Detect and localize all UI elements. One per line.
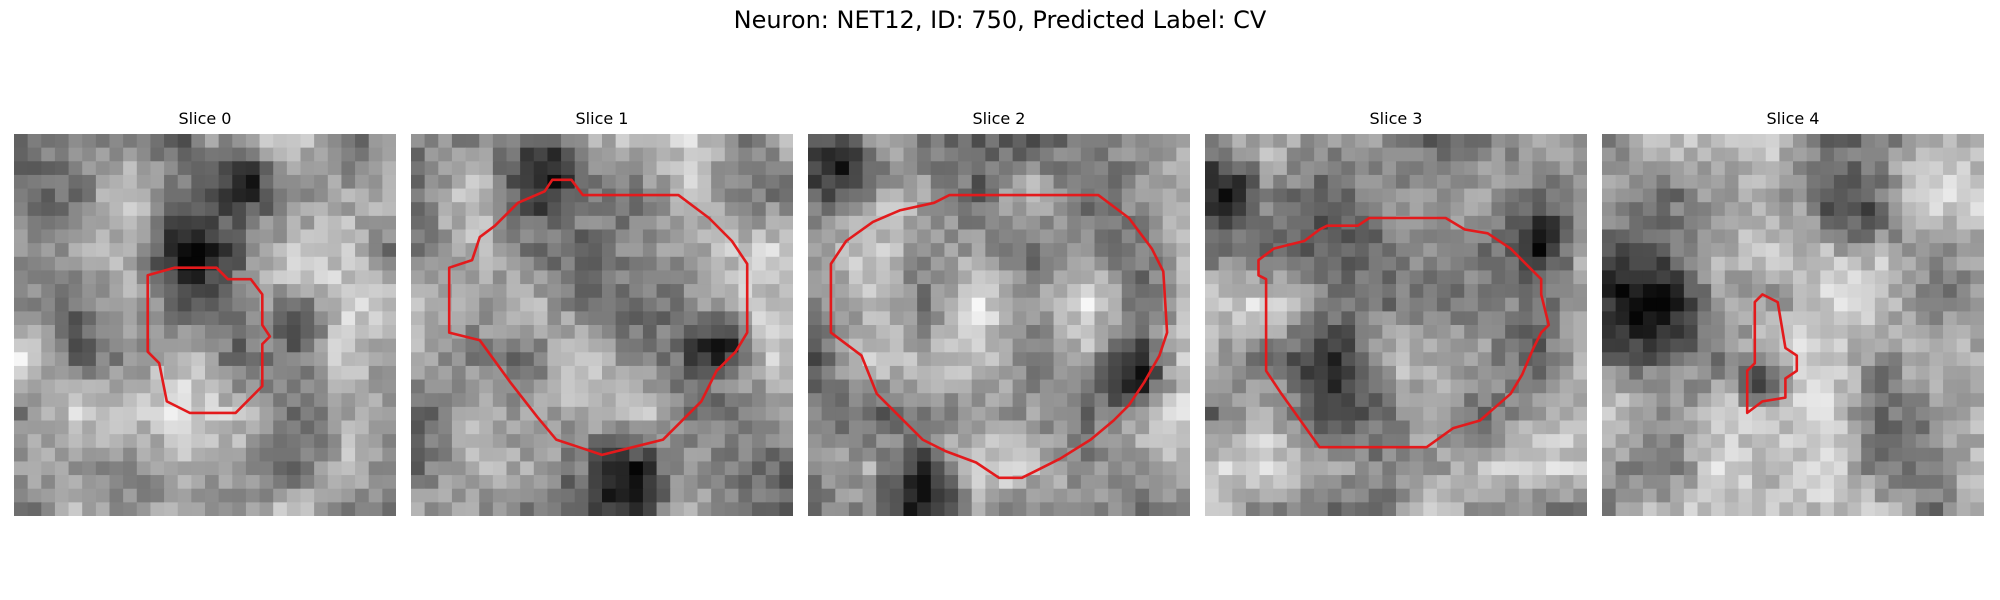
slice-title-0: Slice 0 bbox=[178, 109, 232, 128]
slice-panel-1: Slice 1 bbox=[411, 108, 793, 516]
figure-title: Neuron: NET12, ID: 750, Predicted Label:… bbox=[733, 6, 1267, 34]
slice-image-2 bbox=[808, 134, 1190, 516]
cell-contour bbox=[1257, 216, 1551, 449]
slice-title-1: Slice 1 bbox=[575, 109, 629, 128]
slice-title-3: Slice 3 bbox=[1369, 109, 1423, 128]
cell-contour bbox=[1745, 293, 1799, 415]
slice-title-2: Slice 2 bbox=[972, 109, 1026, 128]
cell-contour bbox=[447, 178, 749, 457]
cell-contour bbox=[146, 266, 272, 415]
slice-image-1 bbox=[411, 134, 793, 516]
slice-panel-2: Slice 2 bbox=[808, 108, 1190, 516]
cell-contour bbox=[829, 193, 1169, 480]
slice-image-3 bbox=[1205, 134, 1587, 516]
slice-panel-0: Slice 0 bbox=[14, 108, 396, 516]
slice-panel-4: Slice 4 bbox=[1602, 108, 1984, 516]
slice-panel-3: Slice 3 bbox=[1205, 108, 1587, 516]
slice-image-0 bbox=[14, 134, 396, 516]
slice-title-4: Slice 4 bbox=[1766, 109, 1820, 128]
slice-image-4 bbox=[1602, 134, 1984, 516]
